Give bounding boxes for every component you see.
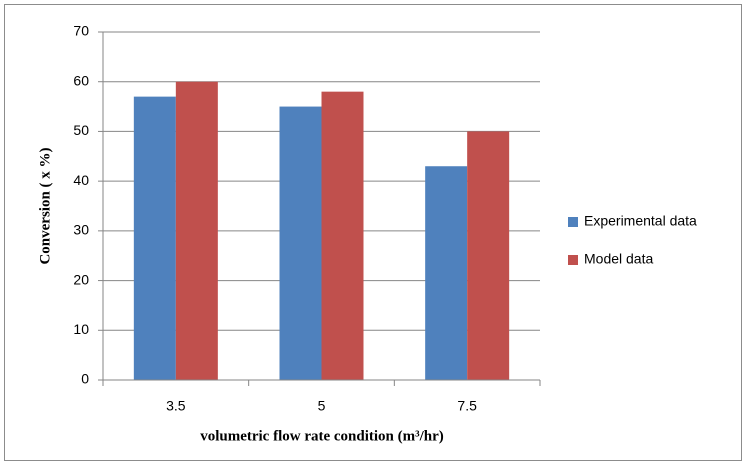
bar: [279, 106, 322, 381]
bar: [425, 166, 468, 380]
y-tick-label: 60: [73, 72, 89, 88]
y-tick-label: 70: [73, 23, 89, 39]
bar: [175, 81, 218, 380]
bar: [467, 131, 510, 380]
y-axis-title: Conversion ( x %): [37, 147, 53, 264]
y-tick-label: 50: [73, 122, 89, 138]
legend-label: Model data: [584, 251, 653, 267]
y-tick-label: 10: [73, 321, 89, 337]
legend-swatch: [568, 255, 578, 265]
legend-swatch: [568, 217, 578, 227]
x-tick-label: 7.5: [457, 398, 477, 414]
chart-frame: [4, 4, 742, 461]
x-axis-title: volumetric flow rate condition (m³/hr): [200, 428, 444, 444]
y-tick-label: 0: [81, 371, 89, 387]
bar: [321, 91, 364, 381]
y-tick-label: 20: [73, 271, 89, 287]
x-tick-label: 3.5: [166, 398, 186, 414]
bar: [133, 96, 176, 380]
legend-label: Experimental data: [584, 213, 697, 229]
y-tick-label: 40: [73, 172, 89, 188]
x-tick-label: 5: [318, 398, 326, 414]
y-tick-label: 30: [73, 222, 89, 238]
